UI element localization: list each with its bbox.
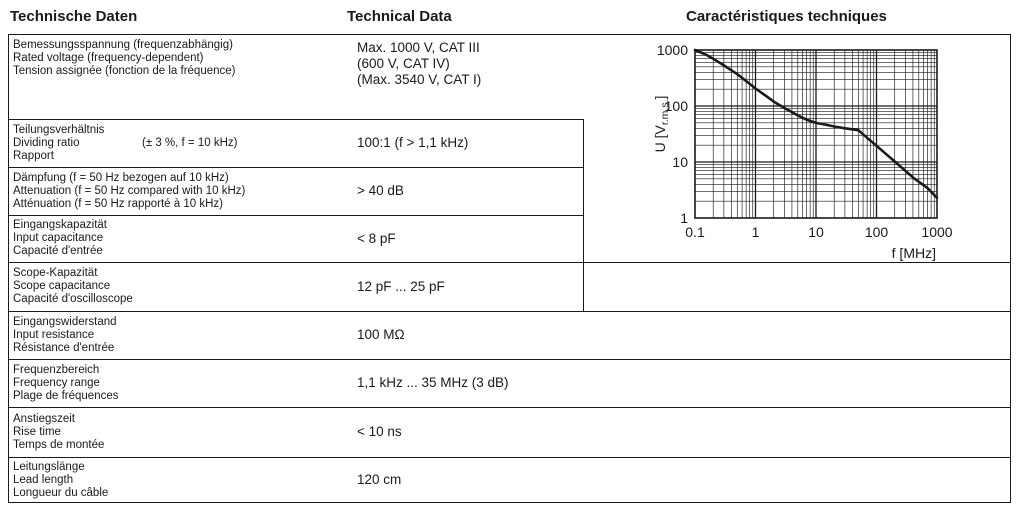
table-row: Leitungslänge Lead length Longueur du câbl… bbox=[8, 457, 1011, 503]
spec-label-line: Atténuation (f = 50 Hz rapporté à 10 kHz… bbox=[13, 197, 223, 210]
spec-label-line: Eingangskapazität bbox=[13, 219, 107, 231]
spec-label-line: Rapport bbox=[13, 149, 54, 162]
spec-value-line: (600 V, CAT IV) bbox=[357, 56, 450, 71]
row-separator bbox=[8, 311, 1011, 312]
spec-label-line: Scope-Kapazität bbox=[13, 267, 98, 279]
table-row: Anstiegszeit Rise time Temps de montée < 10… bbox=[8, 407, 1011, 457]
spec-label-line: Tension assignée (fonction de la fréquen… bbox=[13, 65, 236, 77]
spec-value-line: 100 MΩ bbox=[357, 327, 405, 342]
table-row: Dämpfung (f = 50 Hz bezogen auf 10 kHz) A… bbox=[8, 167, 1011, 215]
spec-label-line: Résistance d'entrée bbox=[13, 341, 115, 354]
table-outer-frame bbox=[8, 34, 1011, 503]
table-row: Eingangskapazität Input capacitance Capaci… bbox=[8, 215, 1011, 262]
spec-label-line: Anstiegszeit bbox=[13, 412, 76, 425]
spec-label-line: Capacité d'oscilloscope bbox=[13, 293, 133, 305]
spec-label-line: Input capacitance bbox=[13, 232, 104, 244]
spec-label-line: Dämpfung (f = 50 Hz bezogen auf 10 kHz) bbox=[13, 171, 229, 184]
spec-label-line: Rise time bbox=[13, 425, 61, 438]
spec-value-line: < 8 pF bbox=[357, 230, 396, 246]
spec-label-line: Frequency range bbox=[13, 376, 100, 389]
spec-label: Scope-Kapazität Scope capacitance Capacité… bbox=[13, 262, 133, 311]
row-separator bbox=[8, 167, 584, 168]
column-header-german: Technische Daten bbox=[10, 8, 138, 25]
spec-value: > 40 dB bbox=[357, 167, 404, 215]
spec-value-line: 12 pF ... 25 pF bbox=[357, 278, 445, 294]
spec-value: < 10 ns bbox=[357, 407, 402, 457]
row-separator bbox=[8, 407, 1011, 408]
column-header-french: Caractéristiques techniques bbox=[686, 8, 887, 25]
spec-label-line: Input resistance bbox=[13, 328, 95, 341]
table-row: Bemessungsspannung (frequenzabhängig) Rat… bbox=[8, 34, 1011, 119]
row-separator bbox=[8, 457, 1011, 458]
row-separator bbox=[8, 359, 1011, 360]
spec-value: 12 pF ... 25 pF bbox=[357, 262, 445, 311]
spec-value: < 8 pF bbox=[357, 215, 396, 262]
spec-value-line: > 40 dB bbox=[357, 183, 404, 198]
spec-label: Teilungsverhältnis Dividing ratio Rapport bbox=[13, 119, 104, 167]
spec-value-line: 1,1 kHz ... 35 MHz (3 dB) bbox=[357, 375, 509, 390]
spec-note: (± 3 %, f = 10 kHz) bbox=[142, 137, 238, 149]
spec-label-line: Temps de montée bbox=[13, 438, 105, 451]
table-row: Scope-Kapazität Scope capacitance Capacité… bbox=[8, 262, 1011, 311]
spec-label: Eingangskapazität Input capacitance Capaci… bbox=[13, 215, 107, 262]
spec-label-line: Scope capacitance bbox=[13, 280, 111, 292]
spec-label: Eingangswiderstand Input resistance Résist… bbox=[13, 311, 117, 359]
spec-value: 120 cm bbox=[357, 457, 401, 503]
spec-label-line: Plage de fréquences bbox=[13, 389, 119, 402]
spec-label-line: Lead length bbox=[13, 473, 74, 486]
spec-label: Anstiegszeit Rise time Temps de montée bbox=[13, 407, 104, 457]
spec-value-line: Max. 1000 V, CAT III bbox=[357, 40, 480, 55]
spec-value: Max. 1000 V, CAT III (600 V, CAT IV) (Max.… bbox=[357, 34, 481, 125]
spec-label-line: Bemessungsspannung (frequenzabhängig) bbox=[13, 39, 233, 51]
spec-label-line: Leitungslänge bbox=[13, 460, 85, 473]
spec-value: 100 MΩ bbox=[357, 311, 405, 359]
spec-value-line: 120 cm bbox=[357, 472, 402, 487]
spec-label: Leitungslänge Lead length Longueur du câbl… bbox=[13, 457, 108, 503]
row-separator bbox=[8, 215, 584, 216]
spec-value: 100:1 (f > 1,1 kHz) bbox=[357, 119, 468, 167]
spec-label: Dämpfung (f = 50 Hz bezogen auf 10 kHz) A… bbox=[13, 167, 245, 215]
spec-label-line: Eingangswiderstand bbox=[13, 315, 117, 328]
column-header-english: Technical Data bbox=[347, 8, 452, 25]
table-row: Teilungsverhältnis Dividing ratio Rapport (… bbox=[8, 119, 1011, 167]
spec-label-line: Capacité d'entrée bbox=[13, 245, 103, 257]
row-separator bbox=[8, 262, 1011, 263]
table-row: Eingangswiderstand Input resistance Résist… bbox=[8, 311, 1011, 359]
spec-label-line: Attenuation (f = 50 Hz compared with 10 … bbox=[13, 184, 246, 197]
spec-label-line: Frequenzbereich bbox=[13, 363, 100, 376]
spec-label-line: Rated voltage (frequency-dependent) bbox=[13, 52, 204, 64]
spec-label: Frequenzbereich Frequency range Plage de f… bbox=[13, 359, 119, 407]
spec-label-line: Dividing ratio bbox=[13, 136, 80, 149]
spec-value: 1,1 kHz ... 35 MHz (3 dB) bbox=[357, 359, 509, 407]
spec-label: Bemessungsspannung (frequenzabhängig) Rat… bbox=[13, 34, 235, 124]
spec-label-line: Teilungsverhältnis bbox=[13, 123, 105, 136]
spec-value-line: (Max. 3540 V, CAT I) bbox=[357, 72, 482, 87]
spec-value-line: 100:1 (f > 1,1 kHz) bbox=[357, 135, 469, 150]
spec-label-line: Longueur du câble bbox=[13, 486, 109, 499]
table-row: Frequenzbereich Frequency range Plage de f… bbox=[8, 359, 1011, 407]
row-separator bbox=[8, 119, 584, 120]
spec-value-line: < 10 ns bbox=[357, 424, 402, 439]
